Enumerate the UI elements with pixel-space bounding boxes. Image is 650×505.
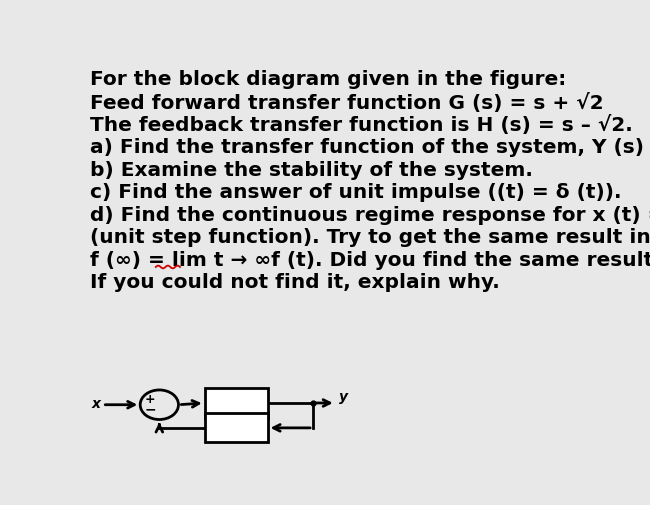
Text: a) Find the transfer function of the system, Y (s) / X (s).: a) Find the transfer function of the sys… xyxy=(90,138,650,157)
Text: If you could not find it, explain why.: If you could not find it, explain why. xyxy=(90,273,500,292)
Text: x: x xyxy=(92,396,101,411)
Text: For the block diagram given in the figure:: For the block diagram given in the figur… xyxy=(90,70,567,89)
Text: +: + xyxy=(145,393,155,406)
Text: d) Find the continuous regime response for x (t) = u (t): d) Find the continuous regime response f… xyxy=(90,206,650,225)
Text: −: − xyxy=(144,402,156,417)
Text: H: H xyxy=(227,418,245,438)
FancyBboxPatch shape xyxy=(205,413,268,442)
Text: c) Find the answer of unit impulse ((t) = δ (t)).: c) Find the answer of unit impulse ((t) … xyxy=(90,183,622,202)
Text: b) Examine the stability of the system.: b) Examine the stability of the system. xyxy=(90,161,533,180)
Text: The feedback transfer function is H (s) = s – √2.: The feedback transfer function is H (s) … xyxy=(90,116,633,135)
Text: Feed forward transfer function G (s) = s + √2: Feed forward transfer function G (s) = s… xyxy=(90,93,604,113)
FancyBboxPatch shape xyxy=(205,388,268,418)
Text: y: y xyxy=(339,390,348,404)
Text: (unit step function). Try to get the same result in: (unit step function). Try to get the sam… xyxy=(90,228,650,247)
Text: f (∞) = lim t → ∞f (t). Did you find the same result?: f (∞) = lim t → ∞f (t). Did you find the… xyxy=(90,251,650,270)
Text: G: G xyxy=(227,393,244,413)
